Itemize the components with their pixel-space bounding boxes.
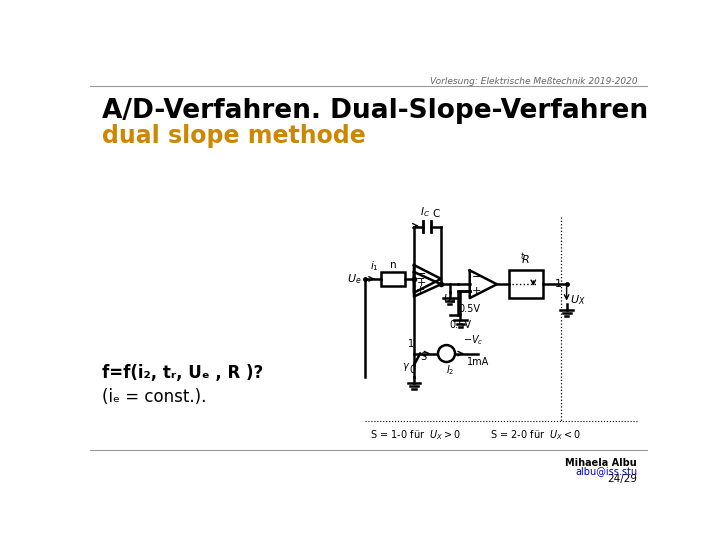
Text: +: + [472,286,482,296]
Text: $U_X$: $U_X$ [570,293,585,307]
Text: $I_2$: $I_2$ [446,363,454,376]
Text: 24/29: 24/29 [607,475,637,484]
Text: S: S [420,352,426,362]
Text: −: − [417,269,426,279]
Text: +: + [416,285,426,295]
Text: (iₑ = const.).: (iₑ = const.). [102,388,206,407]
Text: 0: 0 [410,366,415,375]
Text: −: − [416,274,426,284]
Text: 1mA: 1mA [467,356,490,367]
Text: Vorlesung: Elektrische Meßtechnik 2019-2020: Vorlesung: Elektrische Meßtechnik 2019-2… [430,77,637,86]
Text: +: + [417,279,426,288]
Text: 1: 1 [408,339,414,349]
Text: $^t\!R$: $^t\!R$ [521,252,531,267]
Text: 1: 1 [555,279,562,289]
Bar [508,271,543,298]
Text: albu@iss.stu: albu@iss.stu [575,466,637,476]
Text: n: n [390,260,396,269]
Text: $-V_c$: $-V_c$ [463,334,483,347]
Text: 0.5V: 0.5V [458,304,480,314]
Text: 0.5V: 0.5V [449,320,472,330]
Text: C: C [433,209,440,219]
Text: S = 1-0 für  $U_X$$>$0: S = 1-0 für $U_X$$>$0 [370,428,461,442]
Text: $i_1$: $i_1$ [370,260,379,273]
Text: Mihaela Albu: Mihaela Albu [565,457,637,468]
Text: f=f(i₂, tᵣ, Uₑ , R )?: f=f(i₂, tᵣ, Uₑ , R )? [102,364,263,382]
Text: $I_C$: $I_C$ [420,205,430,219]
Text: $\gamma$: $\gamma$ [402,361,410,374]
Text: A/D-Verfahren. Dual-Slope-Verfahren: A/D-Verfahren. Dual-Slope-Verfahren [102,98,648,124]
Text: $U_e$: $U_e$ [347,272,361,286]
Text: $U_a$: $U_a$ [443,292,456,306]
Text: −: − [472,272,482,282]
Text: dual slope methode: dual slope methode [102,124,365,147]
Bar [381,272,405,286]
Text: S = 2-0 für  $U_X$$<$0: S = 2-0 für $U_X$$<$0 [490,428,581,442]
